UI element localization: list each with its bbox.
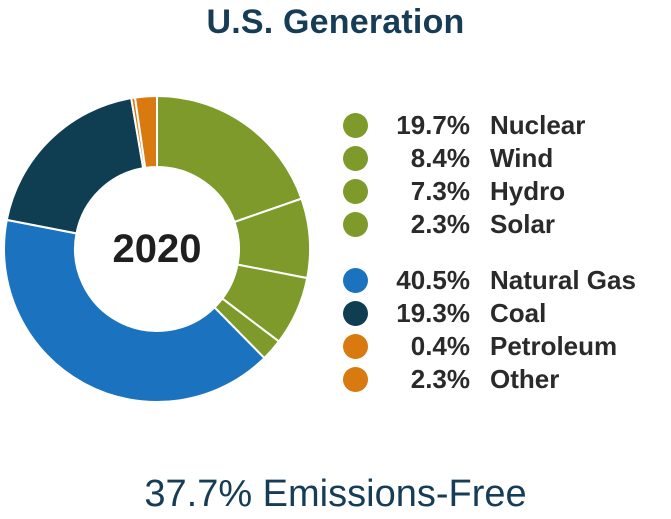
legend: 19.7% Nuclear 8.4% Wind 7.3% Hydro 2.3% Solar 40…	[340, 110, 671, 410]
legend-label: Coal	[490, 298, 547, 328]
legend-color-dot	[343, 146, 368, 171]
emissions-free-summary: 37.7% Emissions-Free	[144, 473, 527, 515]
donut-slice-natural-gas	[3, 218, 266, 403]
legend-item: 2.3% Solar	[340, 209, 671, 239]
legend-value: 2.3%	[410, 209, 470, 239]
legend-color-dot	[343, 113, 368, 138]
legend-color-dot	[343, 301, 368, 326]
legend-item: 2.3% Other	[340, 364, 671, 394]
legend-label: Hydro	[490, 176, 566, 206]
donut-slice-nuclear	[156, 94, 303, 224]
chart-title: U.S. Generation	[206, 3, 465, 41]
legend-value: 8.4%	[410, 143, 470, 173]
legend-item: 8.4% Wind	[340, 143, 671, 173]
legend-item: 19.7% Nuclear	[340, 110, 671, 140]
legend-label: Natural Gas	[490, 265, 636, 295]
legend-color-dot	[343, 179, 368, 204]
legend-value: 0.4%	[410, 331, 470, 361]
donut-slice-other	[133, 94, 158, 169]
legend-value: 2.3%	[410, 364, 470, 394]
legend-value: 19.7%	[396, 110, 470, 140]
donut-slice-coal	[5, 97, 145, 235]
legend-label: Wind	[490, 143, 554, 173]
legend-color-dot	[343, 212, 368, 237]
legend-value: 7.3%	[410, 176, 470, 206]
legend-item: 7.3% Hydro	[340, 176, 671, 206]
center-year-label: 2020	[113, 227, 202, 271]
legend-item: 19.3% Coal	[340, 298, 671, 328]
legend-label: Petroleum	[490, 331, 618, 361]
legend-value: 19.3%	[396, 298, 470, 328]
donut-chart: 2020	[3, 94, 311, 403]
legend-color-dot	[343, 334, 368, 359]
legend-color-dot	[343, 268, 368, 293]
legend-value: 40.5%	[396, 265, 470, 295]
legend-label: Solar	[490, 209, 556, 239]
legend-item: 0.4% Petroleum	[340, 331, 671, 361]
legend-color-dot	[343, 367, 368, 392]
legend-item: 40.5% Natural Gas	[340, 265, 671, 295]
legend-label: Nuclear	[490, 110, 586, 140]
legend-label: Other	[490, 364, 560, 394]
